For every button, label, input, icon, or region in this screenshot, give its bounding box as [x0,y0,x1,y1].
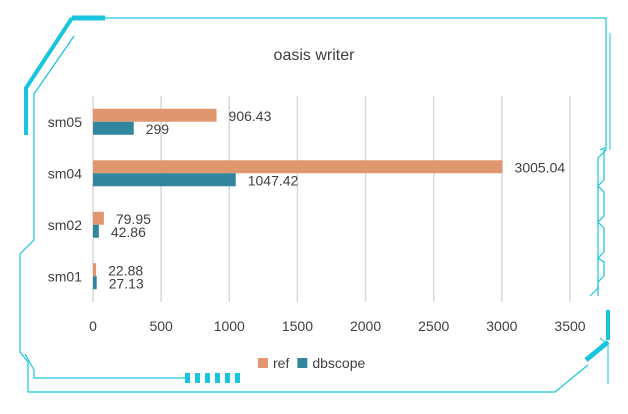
x-tick-label: 3500 [554,318,585,334]
legend-swatch-ref [258,358,268,368]
bar-ref-sm04 [93,160,503,174]
frame-dash [235,373,240,383]
frame-line [24,353,185,379]
data-label: 1047.42 [248,172,299,188]
frame-line [24,16,74,135]
x-tick-label: 0 [89,318,97,334]
x-tick-label: 3000 [486,318,517,334]
legend-label-ref: ref [273,355,289,371]
frame-dash [185,373,190,383]
bar-ref-sm05 [93,108,217,122]
legend-label-dbscope: dbscope [312,355,365,371]
x-tick-label: 2000 [350,318,381,334]
data-label: 3005.04 [515,159,566,175]
y-axis-labels: sm05 sm04 sm02 sm01 [48,114,82,285]
frame-line [19,35,589,393]
frame-line [597,147,605,296]
x-tick-label: 500 [149,318,173,334]
y-tick-label: sm01 [48,268,82,284]
frame-line [584,340,610,362]
bar-dbscope-sm02 [93,224,99,238]
data-label: 299 [146,121,170,137]
data-label: 79.95 [116,211,151,227]
bar-ref-sm02 [93,211,104,225]
bar-ref-sm01 [93,263,97,277]
data-label: 906.43 [229,108,272,124]
frame-line [33,35,75,95]
y-tick-label: sm05 [48,114,82,130]
frame-dash [225,373,230,383]
y-tick-label: sm02 [48,217,82,233]
x-tick-label: 2500 [418,318,449,334]
frame-line [75,17,607,297]
data-label: 22.88 [108,262,143,278]
bar-dbscope-sm01 [93,276,97,290]
bar-dbscope-sm04 [93,173,236,187]
x-tick-label: 1000 [214,318,245,334]
legend: ref dbscope [258,355,365,371]
x-axis-labels: 0 500 1000 1500 2000 2500 3000 3500 [89,318,586,334]
legend-swatch-dbscope [297,358,308,368]
decorative-frame [19,15,611,393]
frame-dash [205,373,210,383]
chart-title: oasis writer [274,47,356,64]
bar-dbscope-sm05 [93,121,134,135]
frame-dash [195,373,200,383]
y-tick-label: sm04 [48,165,82,181]
frame-accent [606,310,610,340]
data-label: 27.13 [109,275,144,291]
gridlines [92,96,571,302]
x-tick-label: 1500 [282,318,313,334]
frame-dash [215,373,220,383]
data-label: 42.86 [111,224,146,240]
